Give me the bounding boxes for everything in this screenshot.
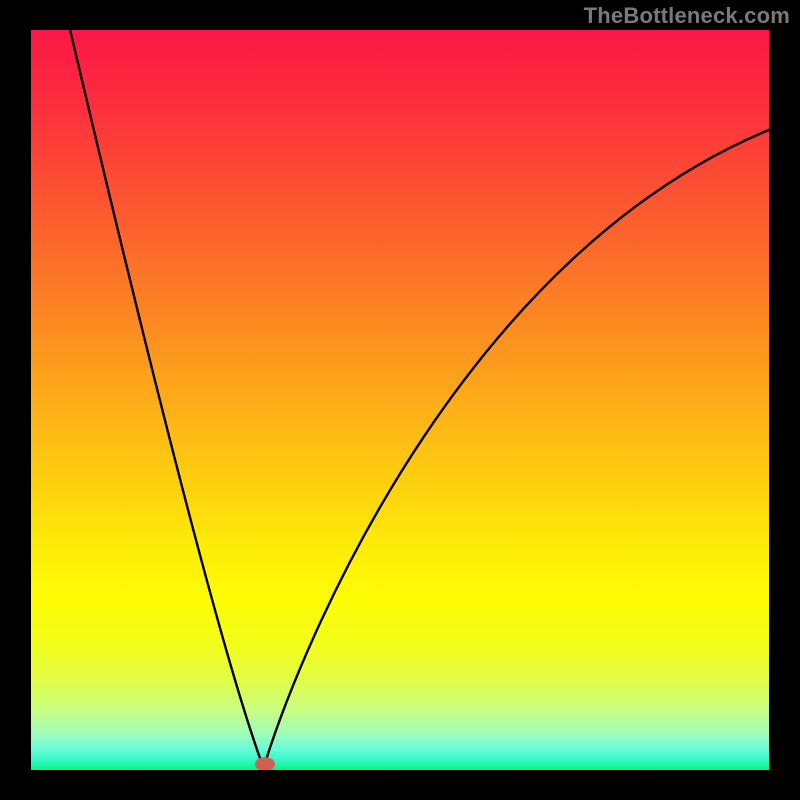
chart-stage: TheBottleneck.com bbox=[0, 0, 800, 800]
minimum-marker bbox=[255, 757, 275, 771]
gradient-background bbox=[31, 30, 769, 770]
watermark-text: TheBottleneck.com bbox=[584, 3, 790, 29]
bottleneck-chart bbox=[0, 0, 800, 800]
